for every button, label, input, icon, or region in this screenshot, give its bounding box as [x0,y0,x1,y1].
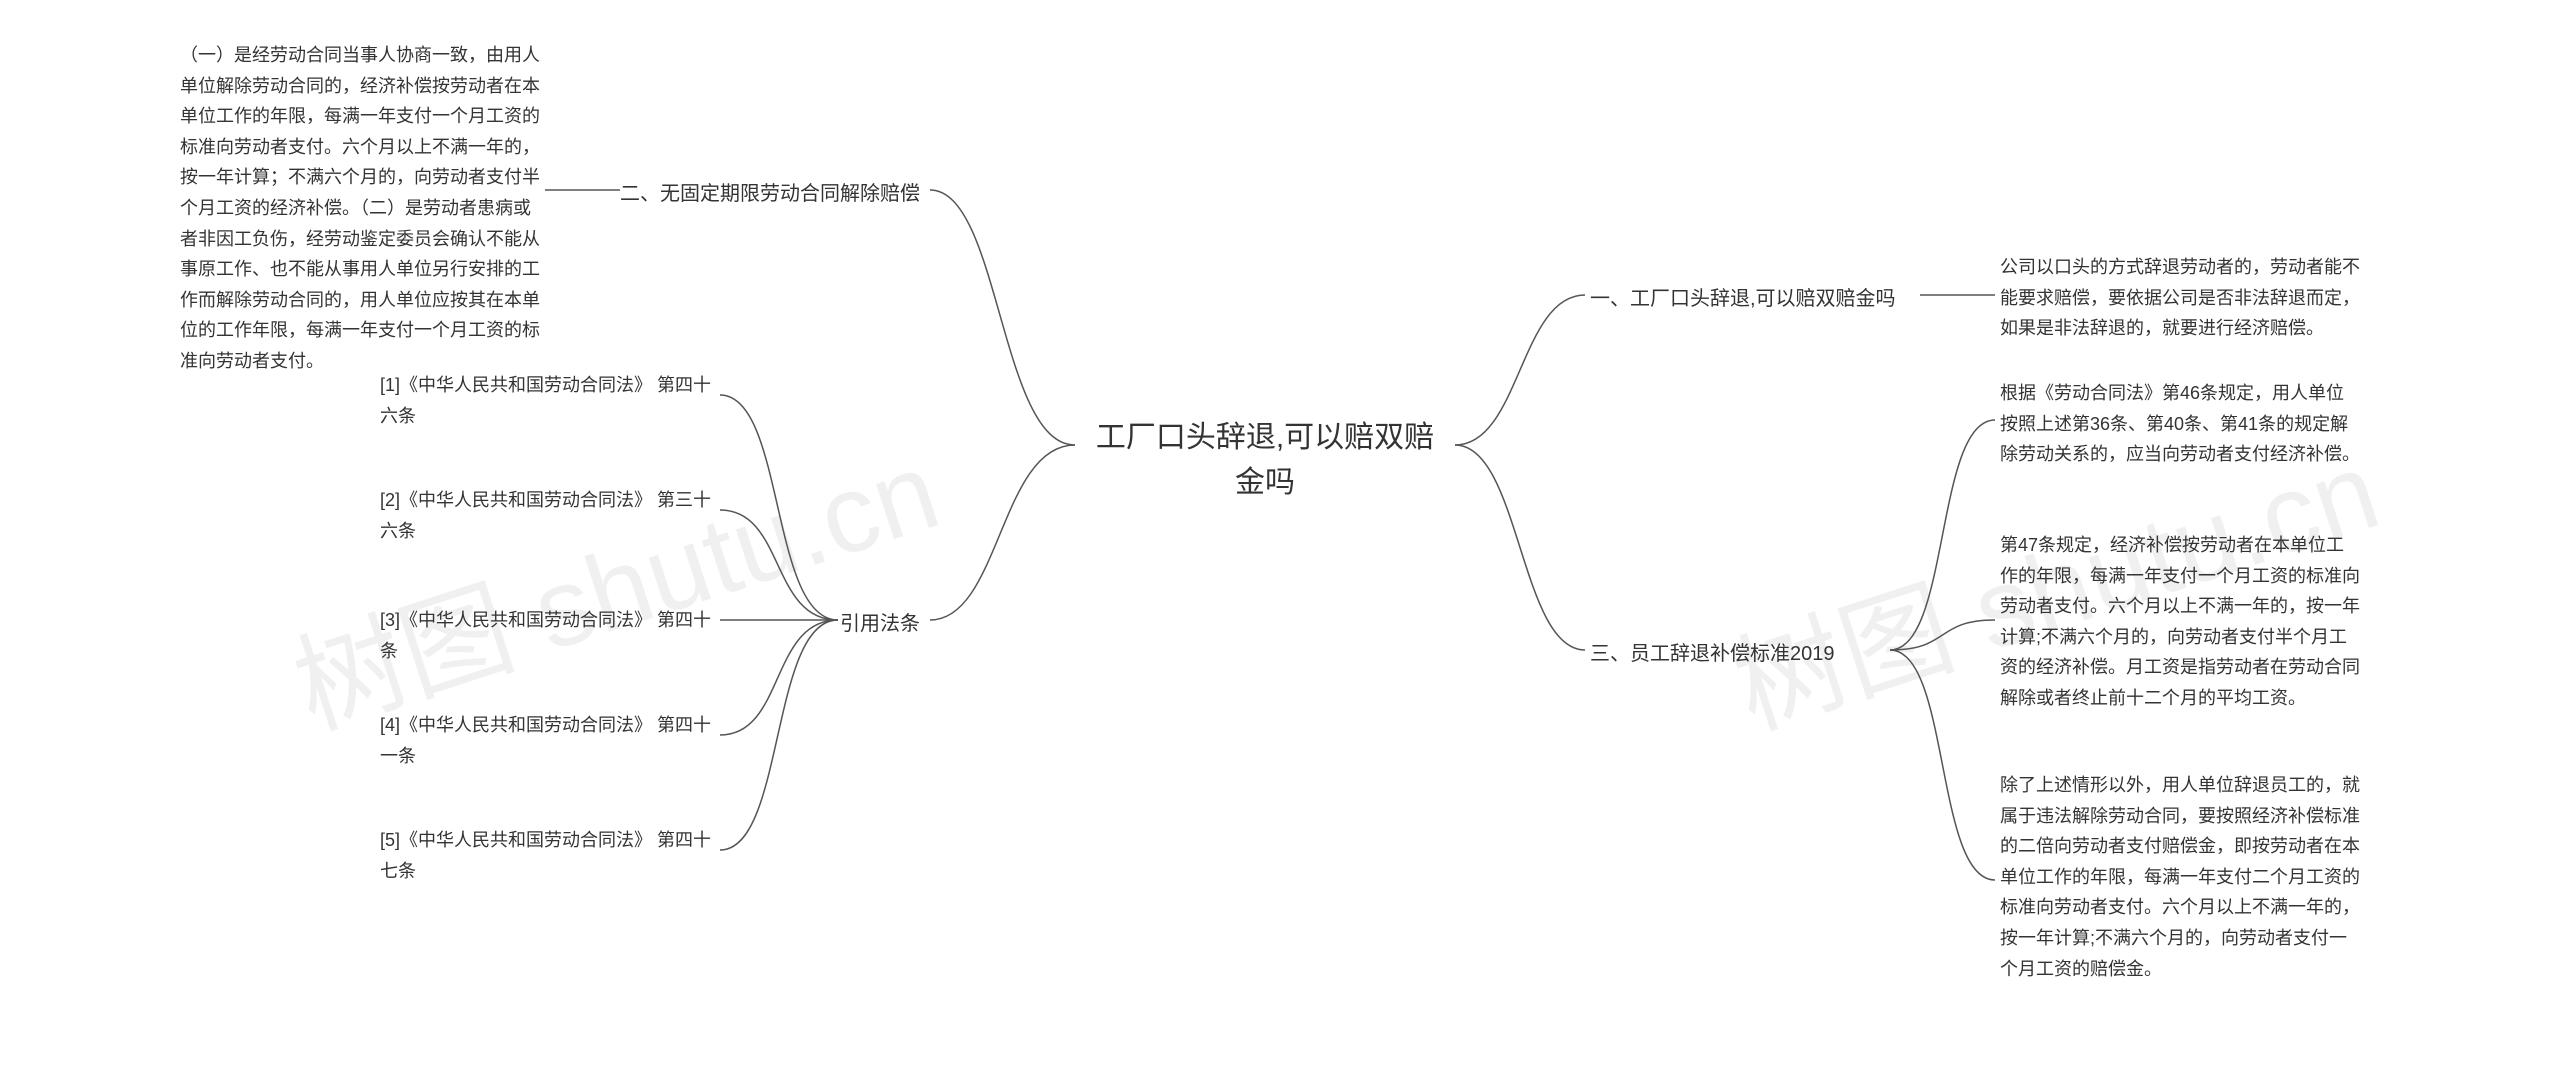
branch-right-2: 三、员工辞退补偿标准2019 [1590,637,1835,671]
center-line-1: 工厂口头辞退,可以赔双赔 [1096,421,1434,454]
branch-left-2: 引用法条 [840,607,920,641]
branch-right-1: 一、工厂口头辞退,可以赔双赔金吗 [1590,282,1896,316]
leaf-right-2-3: 除了上述情形以外，用人单位辞退员工的，就属于违法解除劳动合同，要按照经济补偿标准… [2000,770,2360,984]
leaf-right-2-1: 根据《劳动合同法》第46条规定，用人单位按照上述第36条、第40条、第41条的规… [2000,378,2360,470]
leaf-left-2-2: [2]《中华人民共和国劳动合同法》 第三十六条 [380,485,720,546]
leaf-left-2-5: [5]《中华人民共和国劳动合同法》 第四十七条 [380,825,720,886]
leaf-left-1-1: （一）是经劳动合同当事人协商一致，由用人单位解除劳动合同的，经济补偿按劳动者在本… [180,40,545,377]
mindmap-center: 工厂口头辞退,可以赔双赔 金吗 [1075,415,1455,505]
watermark-left: 树图 shutu.cn [272,401,955,759]
center-line-2: 金吗 [1235,466,1295,499]
branch-left-1: 二、无固定期限劳动合同解除赔偿 [620,177,920,211]
leaf-left-2-4: [4]《中华人民共和国劳动合同法》 第四十一条 [380,710,720,771]
leaf-right-1-1: 公司以口头的方式辞退劳动者的，劳动者能不能要求赔偿，要依据公司是否非法辞退而定，… [2000,252,2360,344]
leaf-right-2-2: 第47条规定，经济补偿按劳动者在本单位工作的年限，每满一年支付一个月工资的标准向… [2000,530,2360,714]
leaf-left-2-1: [1]《中华人民共和国劳动合同法》 第四十六条 [380,370,720,431]
leaf-left-2-3: [3]《中华人民共和国劳动合同法》 第四十条 [380,605,720,666]
